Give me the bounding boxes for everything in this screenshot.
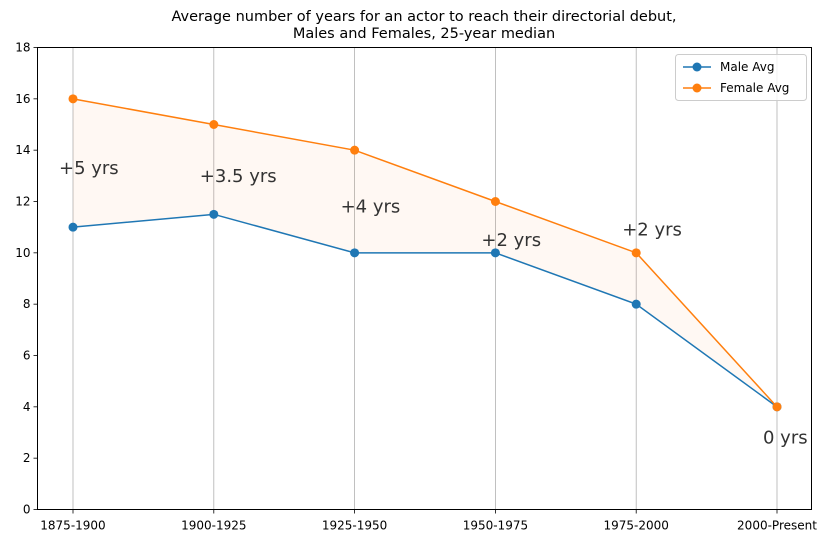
data-point-male-avg (209, 209, 219, 219)
y-tick-label: 12 (15, 195, 30, 209)
data-point-male-avg (350, 248, 360, 258)
series-lines (72, 98, 778, 408)
data-point-female-avg (772, 402, 782, 412)
plot-frame (37, 47, 812, 510)
data-point-female-avg (68, 94, 78, 104)
difference-annotations: +5 yrs +3.5 yrs +4 yrs +2 yrs +2 yrs 0 yrs (59, 158, 808, 449)
data-point-female-avg (350, 145, 360, 155)
series-line-female-avg (72, 98, 778, 408)
legend-label-male: Male Avg (720, 60, 774, 74)
x-axis: 1875-1900 1900-1925 1925-1950 1950-1975 1975… (40, 509, 817, 533)
x-tick-label: 1950-1975 (463, 519, 528, 533)
x-tick-label: 1975-2000 (603, 519, 668, 533)
y-tick-label: 10 (15, 246, 30, 260)
series-line-male-avg (72, 213, 778, 408)
y-axis: 0 2 4 6 8 10 12 14 16 18 (15, 41, 38, 517)
chart-title-line-2: Males and Females, 25-year median (293, 26, 555, 42)
difference-annotation: +3.5 yrs (200, 166, 277, 187)
grid-lines (72, 47, 778, 510)
x-tick-label: 1875-1900 (40, 519, 105, 533)
x-tick-label: 1900-1925 (181, 519, 246, 533)
legend-marker-female (692, 83, 702, 93)
data-point-female-avg (490, 197, 500, 206)
x-tick-label: 1925-1950 (322, 519, 387, 533)
chart-title-line-1: Average number of years for an actor to … (171, 9, 676, 25)
y-tick-label: 8 (23, 297, 31, 311)
legend: Male Avg Female Avg (675, 54, 807, 101)
data-point-male-avg (631, 299, 641, 309)
legend-frame (675, 54, 807, 101)
y-tick-label: 6 (23, 349, 31, 363)
difference-annotation: +5 yrs (59, 158, 119, 179)
fill-between-area (73, 98, 777, 407)
data-point-female-avg (631, 248, 641, 258)
legend-marker-male (692, 62, 702, 72)
x-tick-label: 2000-Present (737, 519, 817, 533)
y-tick-label: 16 (15, 92, 30, 106)
fill-between-region (73, 98, 777, 407)
y-tick-label: 14 (15, 143, 30, 157)
data-point-female-avg (209, 120, 219, 129)
y-tick-label: 2 (23, 451, 31, 465)
legend-label-female: Female Avg (720, 81, 789, 95)
difference-annotation: +2 yrs (481, 230, 541, 251)
y-tick-label: 4 (23, 400, 31, 414)
data-point-male-avg (68, 222, 78, 232)
difference-annotation: +2 yrs (622, 220, 682, 241)
series-points (68, 94, 782, 412)
difference-annotation: 0 yrs (763, 428, 808, 449)
difference-annotation: +4 yrs (341, 197, 401, 218)
y-tick-label: 0 (23, 503, 31, 517)
y-tick-label: 18 (15, 41, 30, 55)
data-point-male-avg (490, 248, 500, 258)
